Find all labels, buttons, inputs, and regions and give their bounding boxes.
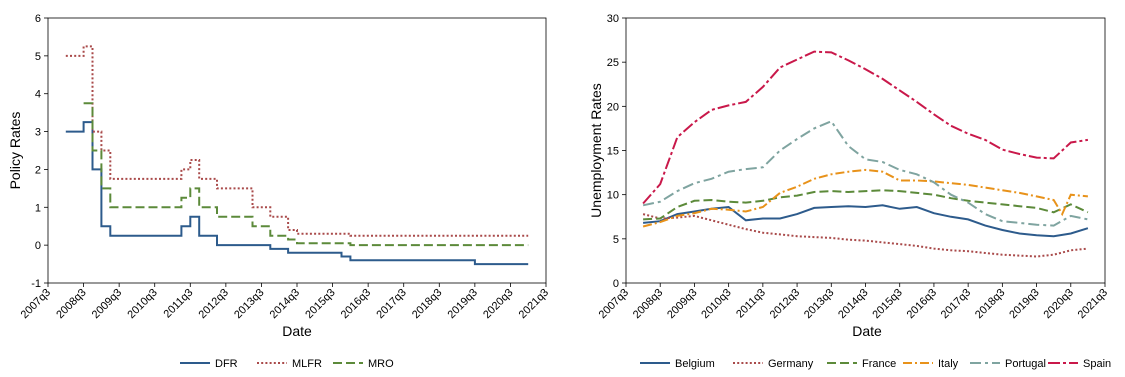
- y-tick-label: 20: [607, 101, 619, 113]
- x-tick-label: 2017q3: [374, 287, 408, 321]
- plot-frame: [625, 17, 1106, 284]
- y-tick-label: 4: [35, 89, 41, 101]
- x-tick-label: 2010q3: [125, 287, 159, 321]
- x-tick-label: 2012q3: [197, 287, 231, 321]
- x-tick-label: 2020q3: [1041, 287, 1075, 321]
- series-line-france: [643, 189, 1089, 221]
- x-tick-label: 2018q3: [410, 287, 444, 321]
- series-line-dfr: [65, 121, 529, 266]
- x-tick-label: 2010q3: [699, 287, 733, 321]
- x-tick-label: 2009q3: [665, 287, 699, 321]
- y-tick-label: 25: [607, 57, 619, 69]
- y-axis-title: Policy Rates: [7, 112, 23, 190]
- series-line-spain: [642, 50, 1089, 205]
- y-tick-label: 0: [613, 278, 619, 290]
- y-tick-label: 6: [35, 13, 41, 25]
- series-line-portugal: [642, 120, 1089, 227]
- legend-label-belgium: Belgium: [675, 358, 715, 370]
- y-tick-label: 3: [35, 127, 41, 139]
- x-tick-label: 2013q3: [232, 287, 266, 321]
- y-tick-label: 5: [613, 234, 619, 246]
- series-line-mlfr: [65, 45, 529, 237]
- y-tick-label: -1: [31, 278, 41, 290]
- series-line-germany: [642, 213, 1088, 258]
- x-tick-label: 2007q3: [19, 287, 53, 321]
- legend-label-mro: MRO: [368, 358, 394, 370]
- legend-label-spain: Spain: [1083, 358, 1111, 370]
- x-axis-title: Date: [282, 323, 312, 339]
- x-tick-label: 2021q3: [1076, 287, 1110, 321]
- x-tick-label: 2016q3: [905, 287, 939, 321]
- x-tick-label: 2017q3: [939, 287, 973, 321]
- x-tick-label: 2009q3: [90, 287, 124, 321]
- legend-label-mlfr: MLFR: [292, 358, 322, 370]
- x-tick-label: 2018q3: [973, 287, 1007, 321]
- series-line-mro: [83, 102, 529, 247]
- x-tick-label: 2015q3: [870, 287, 904, 321]
- x-tick-label: 2011q3: [734, 287, 768, 321]
- x-axis-title: Date: [852, 323, 882, 339]
- x-tick-label: 2015q3: [303, 287, 337, 321]
- y-axis-title: Unemployment Rates: [588, 83, 604, 218]
- series-line-italy: [642, 168, 1088, 228]
- x-tick-label: 2014q3: [836, 287, 870, 321]
- x-tick-label: 2011q3: [162, 287, 196, 321]
- legend-label-italy: Italy: [938, 358, 959, 370]
- legend-label-germany: Germany: [768, 358, 814, 370]
- x-tick-label: 2014q3: [268, 287, 302, 321]
- x-tick-label: 2007q3: [597, 287, 631, 321]
- y-tick-label: 0: [35, 240, 41, 252]
- y-tick-label: 5: [35, 51, 41, 63]
- x-tick-label: 2020q3: [481, 287, 515, 321]
- x-tick-label: 2013q3: [802, 287, 836, 321]
- y-tick-label: 1: [35, 202, 41, 214]
- legend-label-dfr: DFR: [215, 358, 238, 370]
- y-tick-label: 30: [607, 13, 619, 25]
- x-tick-label: 2019q3: [446, 287, 480, 321]
- x-tick-label: 2008q3: [631, 287, 665, 321]
- y-tick-label: 15: [607, 146, 619, 158]
- y-tick-label: 10: [607, 190, 619, 202]
- unemployment-rates-panel: 0 5 10 15 20 25 30 2007q3 2008q3 2009q3 2010q3 2011…: [588, 13, 1111, 370]
- legend-label-portugal: Portugal: [1005, 358, 1046, 370]
- x-tick-label: 2008q3: [54, 287, 88, 321]
- x-tick-label: 2012q3: [768, 287, 802, 321]
- x-tick-label: 2021q3: [517, 287, 551, 321]
- legend-label-france: France: [862, 358, 896, 370]
- x-tick-label: 2019q3: [1007, 287, 1041, 321]
- x-tick-label: 2016q3: [339, 287, 373, 321]
- y-tick-label: 2: [35, 164, 41, 176]
